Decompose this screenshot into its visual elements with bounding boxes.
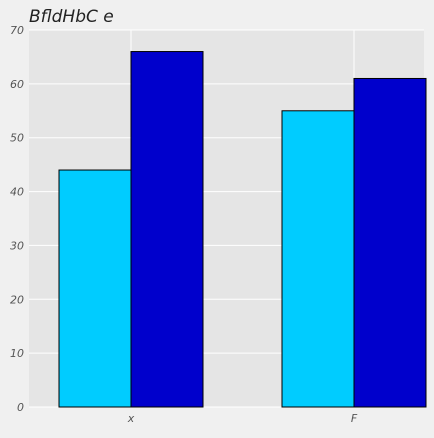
bar-x-series-1 [58,169,132,408]
chart-title: BfldHbC e [29,7,114,27]
y-tick-label: 40 [10,186,24,199]
y-tick-label: 10 [10,347,24,360]
y-axis-ticks: 0 10 20 30 40 50 60 70 [10,24,24,414]
bar-F-series-2 [353,77,427,408]
x-tick-label: x [127,412,135,425]
bar-x-series-2 [130,51,204,408]
y-tick-label: 20 [10,293,24,306]
bar-F-series-1 [281,110,355,408]
y-tick-label: 0 [17,401,24,414]
bars [58,51,427,408]
y-tick-label: 30 [10,239,24,252]
x-tick-label: F [351,412,358,425]
y-tick-label: 60 [10,78,24,91]
y-tick-label: 50 [10,132,24,145]
y-tick-label: 70 [10,24,24,37]
